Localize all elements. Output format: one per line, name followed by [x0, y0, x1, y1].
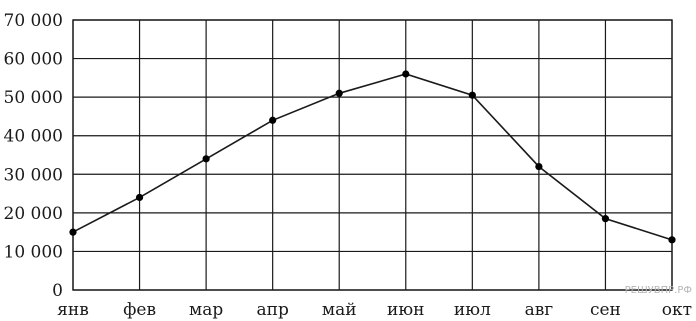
series-line-0 [72, 73, 673, 241]
series-group [69, 70, 676, 244]
x-tick-label-авг: авг [525, 300, 554, 320]
x-tick-label-фев: фев [123, 300, 156, 320]
grid [72, 19, 673, 291]
watermark: РЕШУВПР.РФ [625, 285, 693, 296]
x-tick-label-июл: июл [454, 300, 491, 320]
y-tick-label: 40 000 [4, 127, 63, 147]
data-point-июн [402, 70, 410, 78]
x-tick-label-окт: окт [662, 300, 692, 320]
data-point-мар [202, 155, 210, 163]
x-tick-label-сен: сен [590, 300, 621, 320]
y-tick-label: 60 000 [4, 50, 63, 70]
plot-frame [72, 19, 673, 291]
y-tick-label: 20 000 [4, 204, 63, 224]
data-point-июл [468, 91, 476, 99]
y-tick-label: 10 000 [4, 242, 63, 262]
y-axis-tick-labels: 0 10 000 20 000 30 000 40 000 50 000 60 000 70 … [4, 11, 63, 301]
data-point-авг [535, 162, 543, 171]
x-tick-label-апр: апр [256, 300, 288, 320]
y-tick-label: 0 [52, 281, 63, 301]
data-point-окт [668, 236, 676, 244]
x-tick-label-янв: янв [57, 300, 89, 320]
y-tick-label: 50 000 [4, 88, 63, 108]
data-point-апр [269, 116, 277, 124]
data-point-сен [601, 215, 610, 223]
x-tick-label-мар: мар [189, 300, 223, 320]
data-point-фев [135, 193, 144, 202]
x-tick-label-июн: июн [387, 300, 424, 320]
data-point-май [335, 89, 343, 97]
y-tick-label: 30 000 [4, 165, 63, 185]
x-axis-tick-labels: янв фев мар апр май июн июл авг сен окт [57, 300, 692, 320]
y-tick-label: 70 000 [4, 11, 63, 31]
x-tick-label-май: май [322, 300, 357, 320]
data-point-янв [69, 228, 77, 236]
